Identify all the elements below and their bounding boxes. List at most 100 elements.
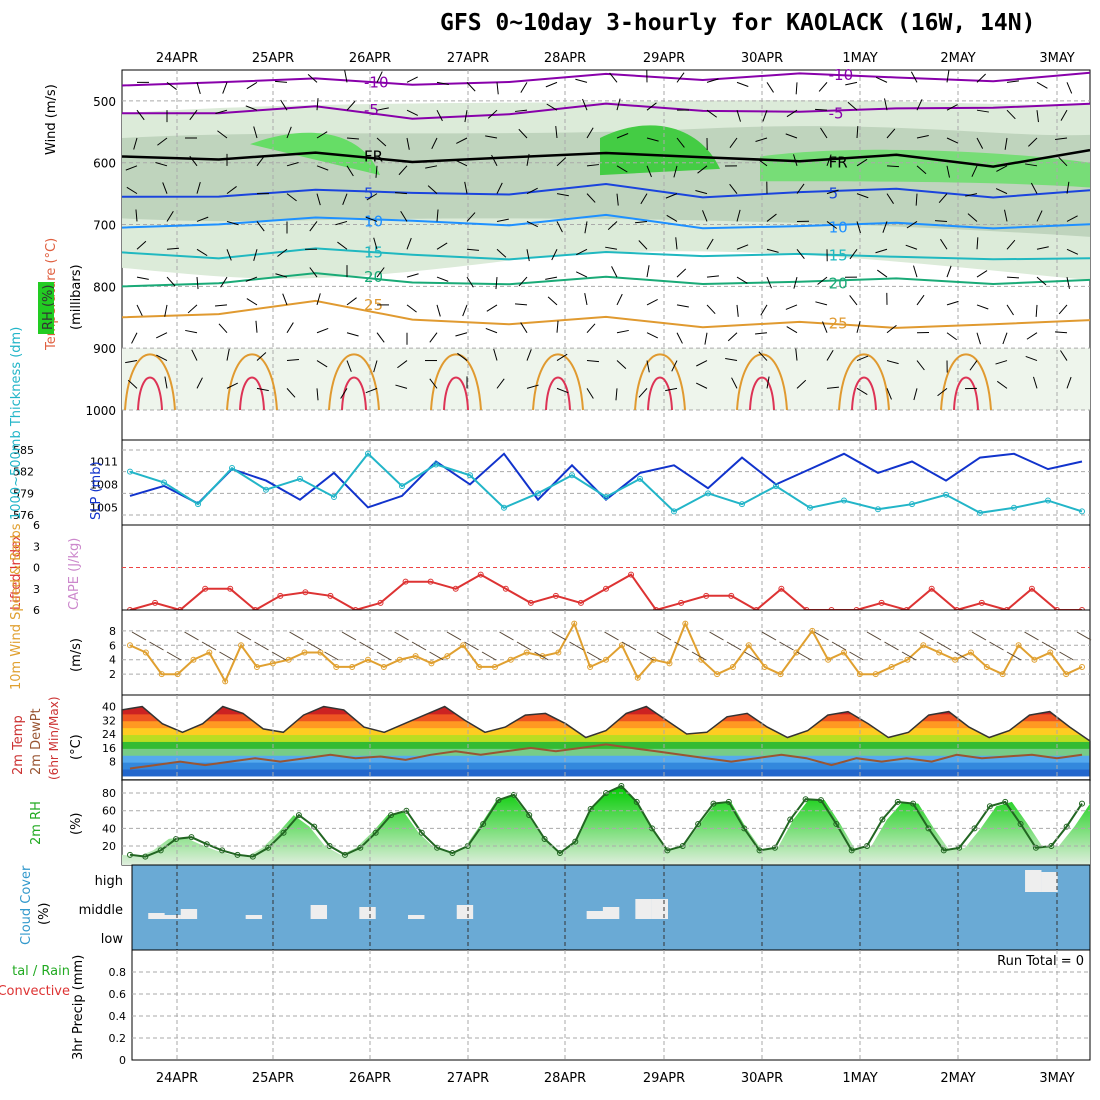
thickness-line-point	[195, 501, 201, 508]
rh-line-point	[802, 796, 809, 803]
wind-barb	[616, 133, 629, 139]
wind-barb	[217, 130, 228, 139]
wind-speed-line-point	[1047, 649, 1054, 656]
thickness-line-point	[229, 465, 235, 472]
rh-line-point	[173, 835, 180, 842]
wind-speed-line-point	[936, 649, 943, 656]
wind-barb	[196, 82, 201, 95]
wind-speed-line-point	[333, 663, 340, 670]
wind-barb	[324, 651, 339, 661]
wind-barb	[464, 181, 468, 194]
wind-barb	[1004, 209, 1008, 222]
wind-speed-line-point	[555, 649, 562, 656]
wind-barb	[286, 359, 299, 362]
warm-cell	[328, 353, 380, 411]
wind-barb	[545, 276, 558, 280]
wind-speed-line-point	[190, 656, 197, 663]
wind-barb	[586, 360, 599, 363]
wind-barb	[727, 332, 738, 342]
wind-barb	[436, 242, 448, 250]
wind-barb	[496, 218, 509, 222]
wind-barb	[946, 104, 958, 111]
lifted-index-line-point	[427, 578, 434, 585]
wind-barb	[1006, 239, 1016, 250]
wind-barb	[856, 221, 861, 234]
y-tick-label: 0	[119, 1054, 126, 1067]
rh-line-point	[940, 847, 947, 854]
wind-barb	[615, 388, 618, 401]
y-tick-label: 700	[93, 219, 116, 233]
wind-barb	[695, 190, 708, 195]
cloud-bar	[456, 905, 474, 919]
wind-barb	[971, 165, 978, 177]
rh-line-point	[249, 853, 256, 860]
wind-barb	[646, 299, 658, 306]
date-label-top: 24APR	[156, 51, 198, 66]
wind-barb	[493, 348, 498, 361]
date-label-top: 1MAY	[842, 51, 877, 66]
wind-barb	[375, 165, 378, 178]
wind-barb	[411, 641, 427, 651]
lifted-index-line-point	[302, 589, 309, 596]
wind-barb	[729, 183, 738, 194]
isotherm-label: -5	[829, 104, 844, 122]
wind-barb	[665, 193, 678, 199]
wind-barb	[245, 276, 258, 282]
rh-line-point	[556, 850, 563, 857]
wind-speed-line-point	[1031, 656, 1038, 663]
wind-barb	[967, 213, 978, 222]
wind-barb	[582, 98, 588, 111]
cloud-bar	[408, 915, 425, 919]
isotherm-label: -5	[364, 101, 379, 119]
surface-wind-barbs	[131, 631, 1092, 661]
thickness-line-point	[977, 509, 983, 516]
wind-barb	[406, 273, 419, 278]
rh-line-point	[295, 812, 302, 819]
date-label-top: 29APR	[643, 51, 685, 66]
wind-barb	[526, 153, 530, 166]
wind-barb	[761, 631, 777, 641]
wind-barb	[646, 102, 657, 111]
wind-barb	[936, 641, 952, 651]
wind-barb	[976, 109, 989, 113]
wind-barb	[691, 651, 707, 661]
wind-barb	[756, 158, 768, 167]
wind-barb	[697, 165, 708, 174]
wind-barb	[341, 631, 357, 641]
thickness-line-point	[297, 475, 303, 482]
rh-line-point	[541, 835, 548, 842]
wind-barb	[676, 137, 685, 148]
wind-barb	[785, 133, 798, 139]
rh-line-point	[618, 783, 625, 789]
wind-barb	[466, 276, 474, 288]
wind-barb	[286, 322, 294, 333]
wind-barb	[196, 277, 199, 290]
wind-barb	[725, 357, 738, 362]
wind-speed-line-point	[603, 656, 609, 663]
rh-line-point	[388, 812, 395, 819]
wind-barb	[226, 220, 239, 226]
wind-barb	[526, 221, 539, 228]
wind-barb	[976, 304, 989, 310]
y-tick-label: 1011	[90, 455, 118, 468]
wind-barb	[886, 128, 896, 139]
isotherm-10	[121, 213, 1091, 230]
rh-line-point	[526, 812, 533, 819]
wind-barb	[316, 193, 321, 206]
wind-barb	[395, 384, 408, 389]
wind-barb	[166, 211, 174, 222]
y-tick-label: 40	[102, 700, 116, 713]
wind-barb	[275, 80, 288, 83]
thickness-line-point	[331, 493, 337, 500]
wind-barb	[220, 276, 228, 288]
cloud-bar	[310, 905, 328, 919]
lifted-index-line-point	[603, 585, 609, 592]
wind-barb	[429, 651, 444, 661]
y-tick-label: 6	[33, 604, 40, 617]
rh-axis-label: RH (%)	[41, 285, 56, 330]
thickness-line-point	[467, 472, 473, 479]
lifted-index-line	[129, 573, 1082, 612]
y-tick-label: 1005	[90, 501, 118, 514]
isotherm-label: 25	[364, 296, 383, 314]
wind-barb	[946, 70, 950, 83]
